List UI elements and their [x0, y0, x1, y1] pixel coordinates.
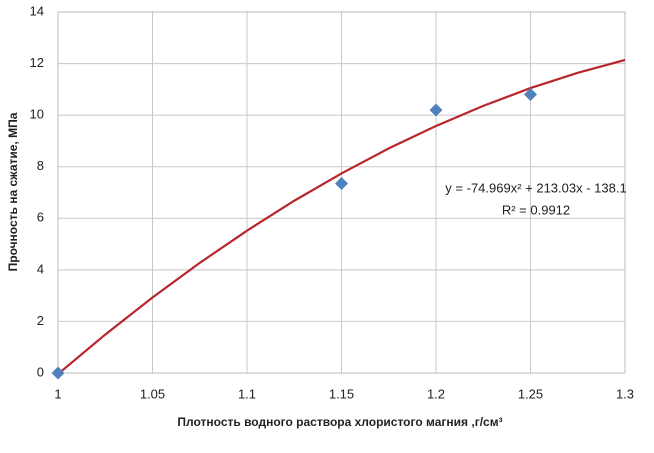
y-axis-title: Прочность на сжатие, МПа: [6, 112, 20, 271]
point: [51, 366, 65, 380]
point: [335, 176, 348, 190]
x-tick-label: 1.05: [140, 386, 165, 401]
y-tick-label: 6: [37, 210, 44, 225]
plot-border: [57, 11, 626, 374]
x-tick-label: 1.25: [518, 386, 543, 401]
point: [524, 88, 537, 102]
y-tick-label: 10: [30, 107, 44, 122]
y-tick-label: 4: [37, 261, 44, 276]
y-tick-label: 12: [30, 55, 44, 70]
x-tick-label: 1.3: [616, 386, 634, 401]
y-tick-label: 0: [37, 364, 44, 379]
trendline-r-squared: R² = 0.9912: [502, 202, 570, 217]
x-axis-title: Плотность водного раствора хлористого ма…: [177, 415, 502, 429]
point: [429, 103, 443, 117]
x-tick-label: 1.1: [238, 386, 256, 401]
x-tick-label: 1.2: [427, 386, 445, 401]
trendline-equation: y = -74.969x² + 213.03x - 138.1: [445, 180, 626, 195]
y-tick-label: 8: [37, 158, 44, 173]
y-tick-label: 2: [37, 313, 44, 328]
x-tick-label: 1.15: [329, 386, 354, 401]
y-tick-label: 14: [30, 3, 44, 18]
x-tick-label: 1: [54, 386, 61, 401]
